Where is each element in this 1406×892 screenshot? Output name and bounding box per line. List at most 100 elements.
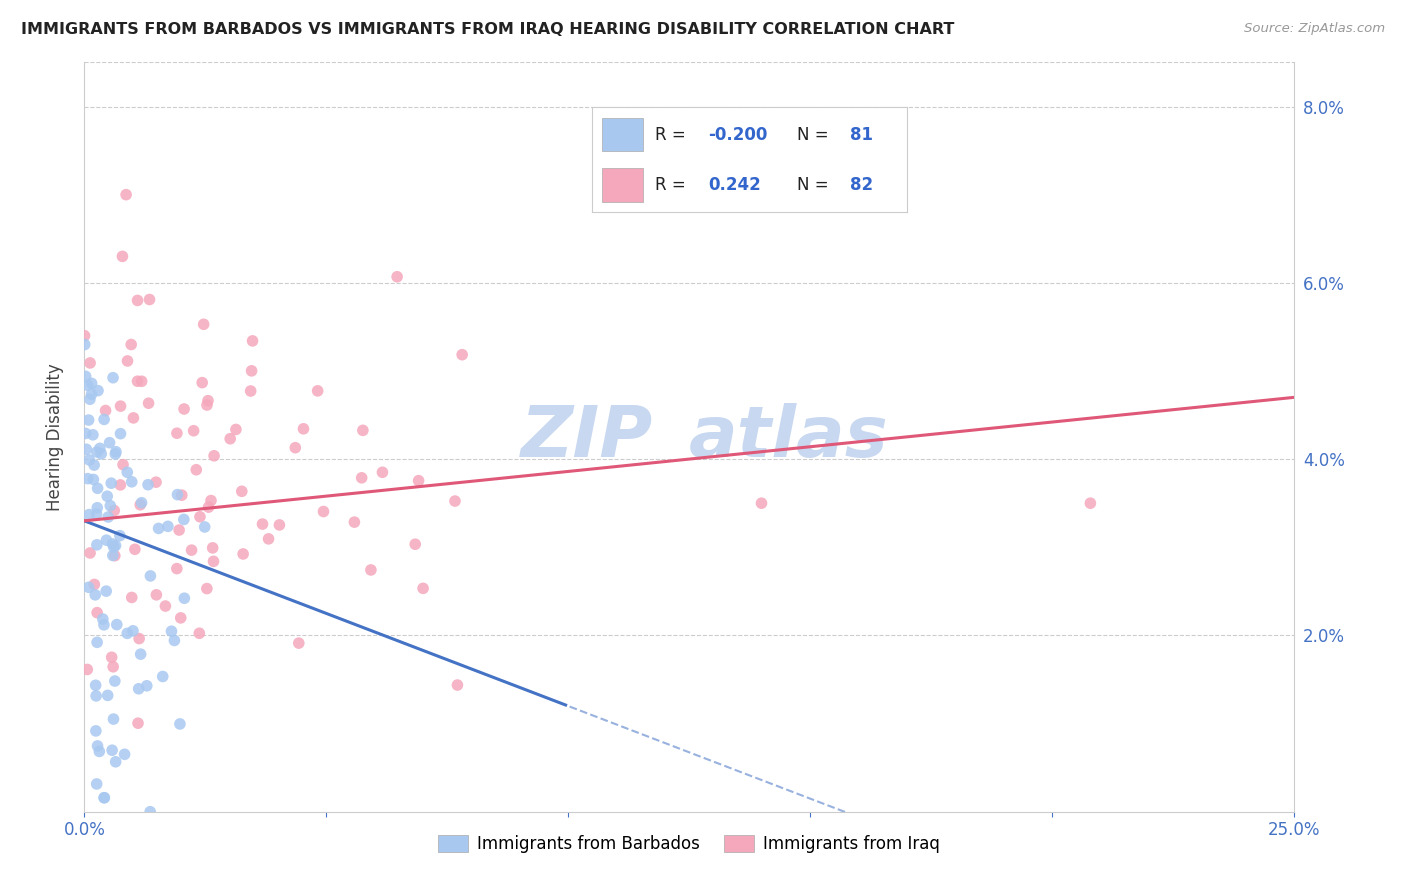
Point — [103, 503, 125, 517]
Point — [160, 624, 183, 639]
Point — [112, 458, 135, 472]
Point — [257, 532, 280, 546]
Point — [79, 392, 101, 407]
Point — [75, 369, 97, 384]
Point — [86, 606, 108, 620]
Point — [252, 517, 274, 532]
Point — [284, 441, 307, 455]
Point — [117, 465, 139, 479]
Point — [152, 669, 174, 683]
Point — [104, 549, 127, 563]
Point — [97, 689, 120, 703]
Point — [75, 442, 97, 457]
Point — [292, 422, 315, 436]
Point — [110, 399, 132, 413]
Point — [145, 588, 167, 602]
Point — [128, 632, 150, 646]
Point — [138, 396, 160, 410]
Point — [76, 663, 98, 677]
Point — [129, 498, 152, 512]
Point — [148, 521, 170, 535]
Point — [96, 489, 118, 503]
Point — [138, 293, 160, 307]
Point — [169, 717, 191, 731]
Point — [103, 540, 125, 554]
Point — [122, 624, 145, 638]
Point — [86, 445, 108, 459]
Point — [101, 549, 124, 563]
Text: ZIP: ZIP — [520, 402, 652, 472]
Point — [127, 716, 149, 731]
Point — [80, 376, 103, 391]
Point — [202, 554, 225, 568]
Point — [197, 500, 219, 515]
Point — [76, 378, 98, 392]
Point — [90, 447, 112, 461]
Point — [110, 478, 132, 492]
Point — [84, 689, 107, 703]
Point — [117, 626, 139, 640]
Point — [77, 580, 100, 594]
Point — [104, 674, 127, 689]
Point — [93, 790, 115, 805]
Y-axis label: Hearing Disability: Hearing Disability — [45, 363, 63, 511]
Point — [371, 465, 394, 479]
Point — [350, 471, 373, 485]
Point — [139, 569, 162, 583]
Point — [98, 499, 121, 513]
Point — [167, 523, 190, 537]
Point — [173, 512, 195, 526]
Point — [77, 413, 100, 427]
Point — [1080, 496, 1102, 510]
Point — [86, 739, 108, 753]
Point — [127, 293, 149, 308]
Point — [219, 432, 242, 446]
Point — [104, 447, 127, 461]
Point — [77, 508, 100, 522]
Point — [96, 533, 118, 548]
Point — [166, 561, 188, 575]
Point — [751, 496, 773, 510]
Point — [83, 458, 105, 472]
Point — [139, 805, 162, 819]
Point — [104, 755, 127, 769]
Point — [105, 617, 128, 632]
Point — [173, 591, 195, 606]
Point — [101, 370, 124, 384]
Point — [93, 412, 115, 426]
Point — [352, 423, 374, 437]
Point — [197, 393, 219, 408]
Point — [89, 744, 111, 758]
Point — [87, 384, 110, 398]
Point — [156, 519, 179, 533]
Point — [114, 747, 136, 762]
Point — [135, 679, 157, 693]
Point — [86, 500, 108, 515]
Text: Source: ZipAtlas.com: Source: ZipAtlas.com — [1244, 22, 1385, 36]
Point — [188, 509, 211, 524]
Point — [94, 403, 117, 417]
Point — [97, 510, 120, 524]
Point — [96, 584, 118, 599]
Point — [232, 547, 254, 561]
Point — [173, 401, 195, 416]
Point — [155, 599, 177, 613]
Point — [195, 582, 218, 596]
Point — [86, 777, 108, 791]
Point — [82, 472, 104, 486]
Point — [82, 427, 104, 442]
Text: atlas: atlas — [689, 402, 889, 472]
Point — [170, 488, 193, 502]
Point — [225, 422, 247, 436]
Point — [86, 635, 108, 649]
Point — [117, 354, 139, 368]
Point — [120, 337, 142, 351]
Point — [122, 411, 145, 425]
Point — [101, 660, 124, 674]
Point — [104, 444, 127, 458]
Point — [360, 563, 382, 577]
Point — [412, 582, 434, 596]
Point — [86, 538, 108, 552]
Point — [202, 449, 225, 463]
Point — [312, 504, 335, 518]
